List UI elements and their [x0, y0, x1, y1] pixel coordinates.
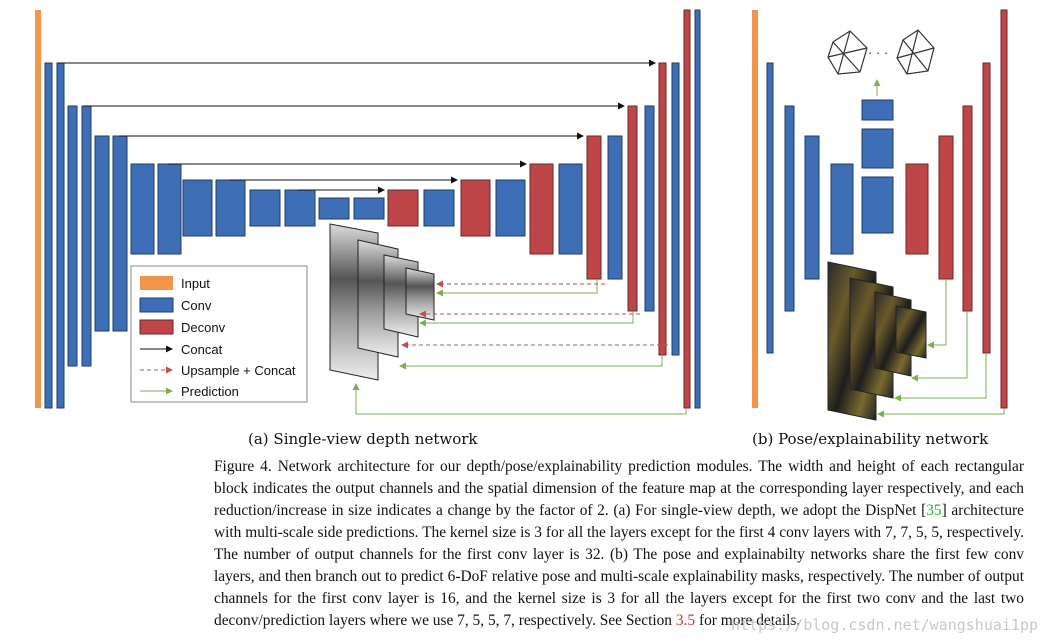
conv-block: [56, 62, 65, 409]
input-block: [752, 10, 758, 408]
conv-block: [607, 135, 623, 280]
conv-block: [249, 189, 281, 227]
legend-upsample-label: Upsample + Concat: [181, 363, 296, 378]
prediction-arrows: [352, 279, 687, 415]
pose-network: · · ·: [752, 9, 1008, 421]
pose-conv-block: [861, 128, 894, 169]
deconv-block: [387, 189, 419, 227]
deconv-block: [586, 135, 602, 280]
legend-prediction-label: Prediction: [181, 384, 239, 399]
deconv-block: [683, 9, 691, 409]
pose-ellipsis: · · ·: [868, 45, 888, 60]
conv-block: [784, 105, 795, 312]
caption-text: Figure 4. Network architecture for our d…: [214, 458, 1024, 519]
conv-block: [830, 163, 854, 255]
explainability-masks: [827, 261, 927, 421]
deconv-block: [627, 105, 638, 312]
concat-arrows: [58, 59, 656, 194]
input-block: [35, 10, 41, 408]
conv-block: [861, 176, 894, 234]
deconv-block: [658, 62, 667, 356]
deconv-block: [529, 163, 554, 255]
conv-block: [215, 179, 246, 237]
conv-block: [495, 179, 526, 237]
deconv-block: [938, 135, 954, 280]
legend-input-label: Input: [181, 276, 210, 291]
watermark: https://blog.csdn.net/wangshuai1pp: [730, 616, 1038, 634]
depth-network: Input Conv Deconv Concat Upsample + Conc…: [35, 9, 701, 415]
conv-block: [804, 135, 820, 280]
conv-block: [284, 189, 316, 227]
subcaption-b: (b) Pose/explainability network: [752, 430, 989, 448]
conv-block: [44, 62, 53, 409]
conv-block: [766, 62, 774, 354]
conv-block: [112, 135, 128, 332]
conv-block: [130, 163, 155, 255]
legend: Input Conv Deconv Concat Upsample + Conc…: [130, 265, 308, 403]
conv-block: [318, 197, 350, 220]
conv-block: [157, 163, 182, 255]
deconv-block: [1000, 9, 1008, 409]
conv-block: [671, 62, 680, 356]
figure-caption: Figure 4. Network architecture for our d…: [214, 456, 1024, 632]
legend-concat-label: Concat: [181, 342, 223, 357]
camera-pose-icon: [827, 30, 868, 75]
conv-block: [182, 179, 213, 237]
deconv-block: [460, 179, 491, 237]
camera-pose-icon: [896, 29, 935, 75]
conv-block: [67, 105, 78, 367]
legend-deconv-label: Deconv: [181, 320, 226, 335]
caption-text: ] architecture with multi-scale side pre…: [214, 502, 1024, 629]
conv-block: [94, 135, 110, 332]
conv-block: [81, 105, 92, 367]
architecture-figure: Input Conv Deconv Concat Upsample + Conc…: [35, 9, 1008, 421]
deconv-block: [905, 163, 929, 255]
conv-block: [644, 105, 655, 312]
deconv-block: [962, 105, 973, 312]
conv-block: [423, 189, 455, 227]
citation-link[interactable]: 35: [926, 502, 942, 519]
conv-block: [694, 9, 701, 409]
conv-block: [558, 163, 583, 255]
legend-deconv-swatch: [139, 319, 174, 335]
depth-predictions: [329, 223, 435, 381]
section-link[interactable]: 3.5: [675, 612, 696, 629]
mask-prediction-arrows: [877, 279, 1005, 418]
conv-block: [353, 197, 385, 220]
caption-text: for more details.: [695, 612, 801, 629]
pose-conv-block: [861, 99, 894, 121]
subcaption-a: (a) Single-view depth network: [248, 430, 478, 448]
legend-input-swatch: [140, 276, 173, 290]
deconv-block: [982, 62, 991, 354]
legend-conv-swatch: [139, 297, 174, 313]
legend-conv-label: Conv: [181, 298, 212, 313]
